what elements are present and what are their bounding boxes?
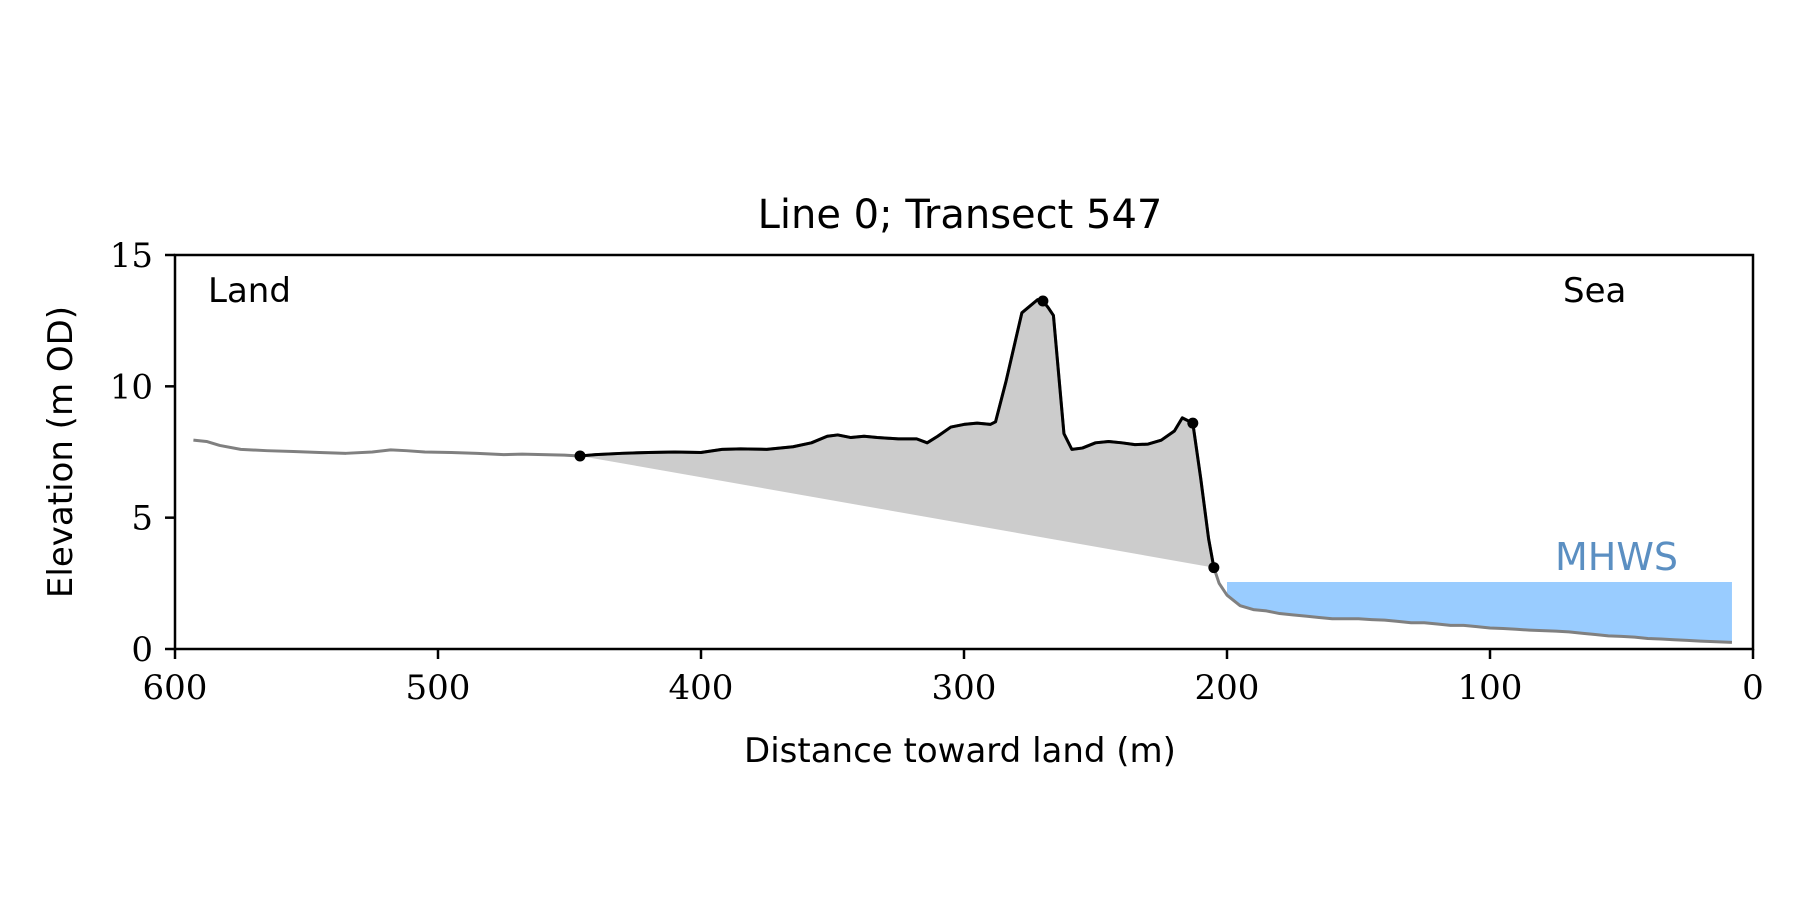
dune-marker-point [1037,295,1049,307]
y-ticks: 0 5 10 15 [110,236,175,670]
dune-marker-point [574,450,586,462]
y-axis-label: Elevation (m OD) [41,306,81,598]
dune-marker-point [1208,562,1220,574]
y-tick-label: 5 [131,499,153,539]
x-tick-label: 400 [669,668,734,708]
x-tick-label: 600 [143,668,208,708]
sea-annotation: Sea [1563,271,1626,311]
mhws-water-area [1227,582,1732,643]
x-axis-label: Distance toward land (m) [744,731,1176,771]
x-ticks: 600 500 400 300 200 100 0 [143,649,1764,708]
land-annotation: Land [208,271,291,311]
x-tick-label: 500 [406,668,471,708]
dune-volume-fill [580,299,1214,568]
dune-fill-layer [580,299,1214,568]
markers-layer [574,295,1220,574]
chart-title: Line 0; Transect 547 [758,192,1163,238]
dune-profile-line [579,298,1216,568]
water-layer [1227,582,1732,643]
x-tick-label: 0 [1742,668,1764,708]
y-tick-label: 15 [110,236,153,276]
mhws-label: MHWS [1555,535,1678,579]
profile-lines-layer [193,298,1733,644]
x-tick-label: 100 [1458,668,1523,708]
x-tick-label: 300 [932,668,997,708]
x-tick-label: 200 [1195,668,1260,708]
dune-marker-point [1187,417,1199,429]
y-tick-label: 10 [110,367,153,407]
y-tick-label: 0 [131,630,153,670]
